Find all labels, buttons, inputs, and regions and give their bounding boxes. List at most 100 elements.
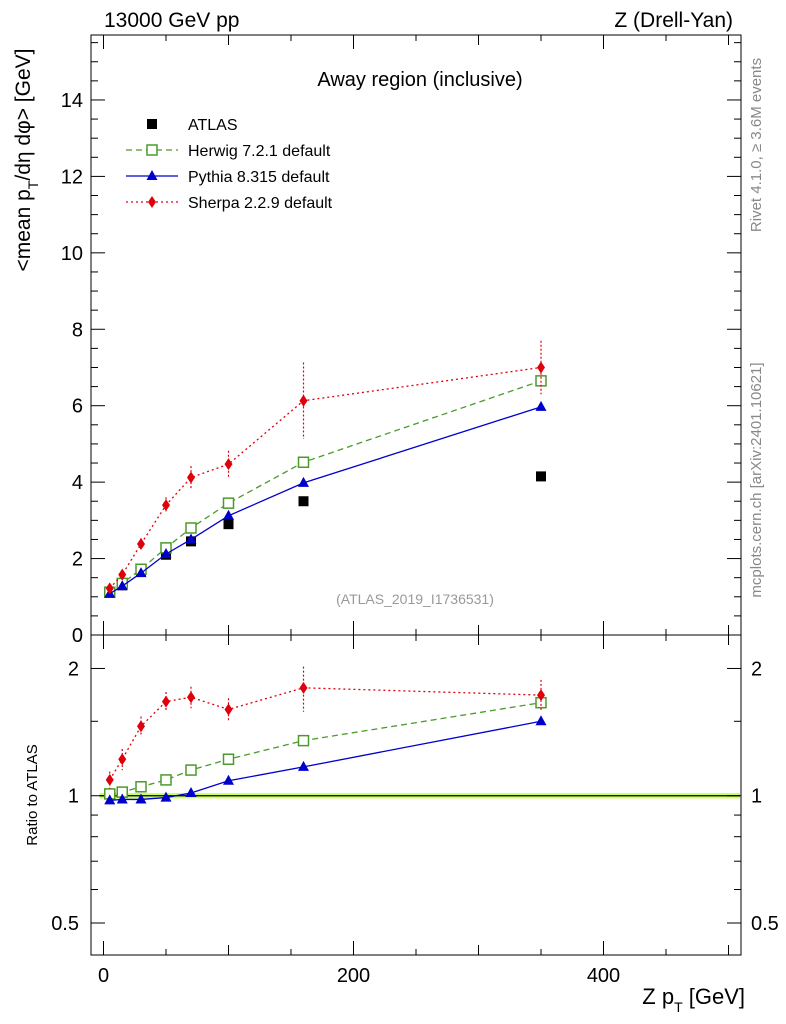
- data-point: [104, 794, 116, 805]
- ratio-data-marks: [104, 666, 547, 805]
- legend-item-atlas: ATLAS: [147, 117, 238, 134]
- data-point: [223, 519, 234, 530]
- series-sherpa-2-2-9-default: [105, 340, 545, 595]
- data-point: [298, 760, 309, 771]
- data-point: [116, 793, 128, 804]
- data-point: [299, 394, 308, 407]
- series-line: [109, 702, 542, 795]
- data-point: [299, 681, 308, 694]
- y-tick-label: 2: [72, 549, 83, 571]
- analysis-watermark: (ATLAS_2019_I1736531): [336, 591, 494, 607]
- main-data-marks: [104, 340, 547, 598]
- legend-marker: [147, 119, 157, 129]
- data-point: [118, 753, 127, 766]
- series-pythia-8-315-default: [104, 715, 547, 805]
- main-y-axis-label: <mean pT/dη dφ> [GeV]: [12, 49, 41, 272]
- legend-item-sherpa-2-2-9-default: Sherpa 2.2.9 default: [126, 195, 333, 212]
- legend-marker: [148, 196, 156, 208]
- y-tick-label: 12: [61, 166, 83, 188]
- data-point: [535, 400, 547, 411]
- energy-label: 13000 GeV pp: [104, 9, 239, 32]
- data-point: [135, 567, 147, 578]
- legend-label: Sherpa 2.2.9 default: [188, 195, 333, 212]
- legend-label: Herwig 7.2.1 default: [188, 143, 331, 160]
- y-tick-label: 6: [72, 396, 83, 418]
- data-point: [222, 753, 235, 765]
- series-line: [109, 366, 542, 589]
- data-point: [298, 476, 309, 487]
- data-point: [118, 568, 127, 581]
- data-point: [105, 582, 114, 595]
- data-point: [537, 361, 545, 374]
- legend-label: Pythia 8.315 default: [188, 169, 330, 186]
- legend-item-herwig-7-2-1-default: Herwig 7.2.1 default: [126, 143, 331, 160]
- data-point: [223, 774, 234, 785]
- data-point: [162, 695, 170, 708]
- main-x-ticks: [103, 35, 729, 635]
- data-point: [185, 533, 197, 544]
- legend-label: ATLAS: [188, 117, 238, 134]
- data-point: [297, 456, 310, 469]
- y-tick-label: 0: [72, 625, 83, 647]
- data-point: [160, 774, 172, 786]
- legend: ATLAS Herwig 7.2.1 default Pythia 8.315 de…: [126, 117, 333, 212]
- series-pythia-8-315-default: [104, 400, 547, 598]
- ratio-y-axis-label: Ratio to ATLAS: [24, 744, 41, 845]
- y-tick-label: 4: [72, 472, 83, 494]
- rivet-label: Rivet 4.1.0, ≥ 3.6M events: [748, 58, 765, 232]
- data-point: [135, 793, 147, 804]
- legend-marker: [146, 170, 158, 180]
- data-point: [160, 547, 172, 558]
- series-line: [109, 380, 542, 593]
- data-point: [224, 703, 233, 716]
- data-point: [137, 720, 145, 733]
- y-tick-label: 8: [72, 319, 83, 341]
- series-herwig-7-2-1-default: [104, 696, 547, 800]
- mcplots-label: mcplots.cern.ch [arXiv:2401.10621]: [748, 362, 765, 597]
- data-point: [187, 471, 195, 484]
- data-point: [222, 497, 235, 509]
- x-tick-label: 0: [98, 965, 109, 987]
- data-point: [223, 509, 234, 520]
- x-axis-label: Z pT [GeV]: [642, 984, 745, 1015]
- data-point: [185, 522, 197, 534]
- y-tick-label-right: 0.5: [751, 913, 779, 935]
- data-point: [116, 580, 128, 591]
- data-point: [224, 458, 233, 471]
- data-point: [535, 715, 547, 726]
- series-herwig-7-2-1-default: [104, 375, 547, 598]
- data-point: [185, 764, 197, 776]
- data-point: [160, 791, 172, 802]
- series-line: [109, 687, 542, 781]
- ratio-reference-band: [99, 792, 740, 799]
- data-point: [298, 496, 309, 507]
- data-point: [137, 538, 145, 551]
- main-plot-title: Away region (inclusive): [317, 69, 522, 91]
- data-point: [187, 691, 195, 704]
- data-point: [536, 471, 546, 482]
- y-tick-label: 14: [61, 90, 83, 112]
- data-point: [185, 786, 197, 797]
- data-point: [297, 734, 310, 747]
- process-label: Z (Drell-Yan): [614, 9, 733, 32]
- series-atlas: [104, 471, 546, 598]
- series-line: [109, 406, 542, 595]
- data-point: [537, 689, 545, 702]
- ratio-panel: 0.5 0.5 1 1 2 2 0 200 400 Ratio to ATLAS Z pT […: [24, 634, 779, 1015]
- data-point: [135, 781, 147, 793]
- y-tick-label-right: 1: [751, 786, 762, 808]
- ratio-y-axis: 0.5 0.5 1 1 2 2: [51, 658, 779, 935]
- x-tick-label: 200: [337, 965, 370, 987]
- series-sherpa-2-2-9-default: [105, 666, 545, 789]
- y-tick-label: 10: [61, 243, 83, 265]
- legend-item-pythia-8-315-default: Pythia 8.315 default: [126, 169, 330, 186]
- y-tick-label: 1: [68, 786, 79, 808]
- data-point: [162, 499, 170, 512]
- y-tick-label-right: 2: [751, 658, 762, 680]
- x-tick-label: 400: [587, 965, 620, 987]
- legend-marker: [146, 144, 158, 156]
- main-panel: 0 2 4 6 8 10 12 14 Away region (inclusive) (ATL…: [12, 34, 742, 647]
- data-point: [105, 773, 114, 786]
- series-line: [109, 720, 542, 802]
